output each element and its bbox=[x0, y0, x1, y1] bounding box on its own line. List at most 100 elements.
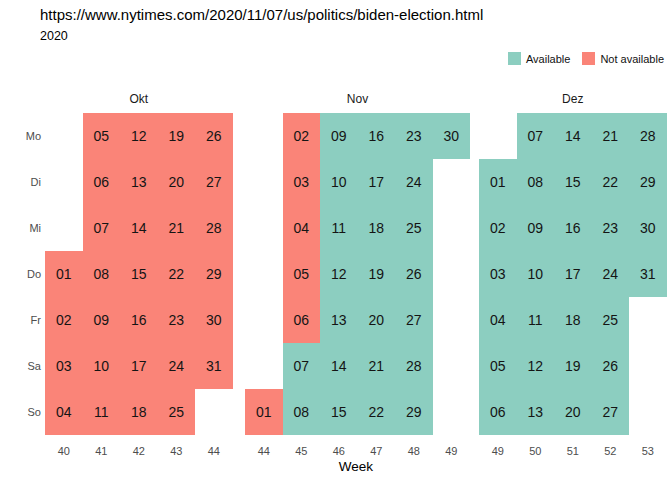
day-cell-nov-21[interactable]: 21 bbox=[358, 343, 396, 389]
day-cell-okt-10[interactable]: 10 bbox=[83, 343, 121, 389]
day-cell-okt-31[interactable]: 31 bbox=[195, 343, 233, 389]
day-cell-nov-09[interactable]: 09 bbox=[320, 113, 358, 159]
day-cell-okt-01[interactable]: 01 bbox=[45, 251, 83, 297]
day-cell-dez-15[interactable]: 15 bbox=[554, 159, 592, 205]
day-cell-dez-05[interactable]: 05 bbox=[479, 343, 517, 389]
day-cell-okt-13[interactable]: 13 bbox=[120, 159, 158, 205]
day-cell-nov-16[interactable]: 16 bbox=[358, 113, 396, 159]
day-cell-dez-22[interactable]: 22 bbox=[592, 159, 630, 205]
day-cell-dez-30[interactable]: 30 bbox=[629, 205, 667, 251]
day-cell-nov-03[interactable]: 03 bbox=[283, 159, 321, 205]
day-cell-nov-28[interactable]: 28 bbox=[395, 343, 433, 389]
day-cell-nov-24[interactable]: 24 bbox=[395, 159, 433, 205]
day-cell-dez-28[interactable]: 28 bbox=[629, 113, 667, 159]
day-axis-label-mi: Mi bbox=[0, 205, 41, 251]
day-cell-okt-12[interactable]: 12 bbox=[120, 113, 158, 159]
day-cell-okt-24[interactable]: 24 bbox=[158, 343, 196, 389]
day-cell-dez-13[interactable]: 13 bbox=[517, 389, 555, 435]
day-cell-nov-12[interactable]: 12 bbox=[320, 251, 358, 297]
day-cell-okt-14[interactable]: 14 bbox=[120, 205, 158, 251]
day-cell-okt-26[interactable]: 26 bbox=[195, 113, 233, 159]
day-cell-nov-19[interactable]: 19 bbox=[358, 251, 396, 297]
day-cell-dez-26[interactable]: 26 bbox=[592, 343, 630, 389]
day-cell-dez-04[interactable]: 04 bbox=[479, 297, 517, 343]
day-cell-okt-07[interactable]: 07 bbox=[83, 205, 121, 251]
day-cell-okt-22[interactable]: 22 bbox=[158, 251, 196, 297]
day-cell-nov-10[interactable]: 10 bbox=[320, 159, 358, 205]
day-cell-okt-04[interactable]: 04 bbox=[45, 389, 83, 435]
day-cell-okt-05[interactable]: 05 bbox=[83, 113, 121, 159]
day-cell-okt-25[interactable]: 25 bbox=[158, 389, 196, 435]
day-cell-okt-09[interactable]: 09 bbox=[83, 297, 121, 343]
day-cell-dez-24[interactable]: 24 bbox=[592, 251, 630, 297]
day-cell-dez-14[interactable]: 14 bbox=[554, 113, 592, 159]
day-cell-dez-07[interactable]: 07 bbox=[517, 113, 555, 159]
day-cell-okt-06[interactable]: 06 bbox=[83, 159, 121, 205]
day-cell-dez-19[interactable]: 19 bbox=[554, 343, 592, 389]
day-cell-okt-16[interactable]: 16 bbox=[120, 297, 158, 343]
day-cell-okt-30[interactable]: 30 bbox=[195, 297, 233, 343]
day-cell-dez-27[interactable]: 27 bbox=[592, 389, 630, 435]
day-cell-dez-16[interactable]: 16 bbox=[554, 205, 592, 251]
day-cell-dez-17[interactable]: 17 bbox=[554, 251, 592, 297]
day-cell-nov-29[interactable]: 29 bbox=[395, 389, 433, 435]
day-cell-nov-14[interactable]: 14 bbox=[320, 343, 358, 389]
day-cell-okt-20[interactable]: 20 bbox=[158, 159, 196, 205]
day-cell-dez-11[interactable]: 11 bbox=[517, 297, 555, 343]
day-cell-nov-22[interactable]: 22 bbox=[358, 389, 396, 435]
day-cell-dez-08[interactable]: 08 bbox=[517, 159, 555, 205]
day-cell-okt-29[interactable]: 29 bbox=[195, 251, 233, 297]
day-cell-nov-25[interactable]: 25 bbox=[395, 205, 433, 251]
day-cell-dez-23[interactable]: 23 bbox=[592, 205, 630, 251]
day-cell-dez-29[interactable]: 29 bbox=[629, 159, 667, 205]
empty-cell bbox=[433, 251, 471, 297]
day-cell-okt-28[interactable]: 28 bbox=[195, 205, 233, 251]
day-cell-dez-31[interactable]: 31 bbox=[629, 251, 667, 297]
day-cell-okt-08[interactable]: 08 bbox=[83, 251, 121, 297]
day-cell-okt-15[interactable]: 15 bbox=[120, 251, 158, 297]
day-cell-dez-09[interactable]: 09 bbox=[517, 205, 555, 251]
day-cell-okt-19[interactable]: 19 bbox=[158, 113, 196, 159]
day-cell-nov-06[interactable]: 06 bbox=[283, 297, 321, 343]
day-cell-okt-03[interactable]: 03 bbox=[45, 343, 83, 389]
day-cell-dez-01[interactable]: 01 bbox=[479, 159, 517, 205]
day-cell-nov-15[interactable]: 15 bbox=[320, 389, 358, 435]
day-cell-nov-20[interactable]: 20 bbox=[358, 297, 396, 343]
legend: Available Not available bbox=[508, 52, 664, 65]
day-cell-okt-02[interactable]: 02 bbox=[45, 297, 83, 343]
day-cell-dez-25[interactable]: 25 bbox=[592, 297, 630, 343]
day-cell-nov-26[interactable]: 26 bbox=[395, 251, 433, 297]
day-cell-nov-01[interactable]: 01 bbox=[245, 389, 283, 435]
day-cell-dez-06[interactable]: 06 bbox=[479, 389, 517, 435]
legend-label-not-available: Not available bbox=[600, 53, 664, 65]
day-cell-nov-17[interactable]: 17 bbox=[358, 159, 396, 205]
day-cell-okt-21[interactable]: 21 bbox=[158, 205, 196, 251]
day-cell-dez-12[interactable]: 12 bbox=[517, 343, 555, 389]
day-cell-dez-20[interactable]: 20 bbox=[554, 389, 592, 435]
day-cell-nov-05[interactable]: 05 bbox=[283, 251, 321, 297]
week-tick-46: 46 bbox=[320, 445, 358, 457]
day-cell-nov-04[interactable]: 04 bbox=[283, 205, 321, 251]
day-cell-dez-02[interactable]: 02 bbox=[479, 205, 517, 251]
day-cell-nov-27[interactable]: 27 bbox=[395, 297, 433, 343]
day-cell-okt-17[interactable]: 17 bbox=[120, 343, 158, 389]
day-axis-label-di: Di bbox=[0, 159, 41, 205]
day-cell-dez-21[interactable]: 21 bbox=[592, 113, 630, 159]
day-cell-dez-10[interactable]: 10 bbox=[517, 251, 555, 297]
day-cell-dez-03[interactable]: 03 bbox=[479, 251, 517, 297]
day-cell-nov-11[interactable]: 11 bbox=[320, 205, 358, 251]
day-axis-label-so: So bbox=[0, 389, 41, 435]
day-cell-nov-07[interactable]: 07 bbox=[283, 343, 321, 389]
day-cell-dez-18[interactable]: 18 bbox=[554, 297, 592, 343]
day-cell-nov-13[interactable]: 13 bbox=[320, 297, 358, 343]
day-cell-nov-08[interactable]: 08 bbox=[283, 389, 321, 435]
day-cell-okt-11[interactable]: 11 bbox=[83, 389, 121, 435]
day-cell-nov-23[interactable]: 23 bbox=[395, 113, 433, 159]
day-cell-nov-18[interactable]: 18 bbox=[358, 205, 396, 251]
day-cell-okt-18[interactable]: 18 bbox=[120, 389, 158, 435]
day-cell-okt-27[interactable]: 27 bbox=[195, 159, 233, 205]
empty-cell bbox=[433, 205, 471, 251]
day-cell-nov-02[interactable]: 02 bbox=[283, 113, 321, 159]
day-cell-nov-30[interactable]: 30 bbox=[433, 113, 471, 159]
day-cell-okt-23[interactable]: 23 bbox=[158, 297, 196, 343]
